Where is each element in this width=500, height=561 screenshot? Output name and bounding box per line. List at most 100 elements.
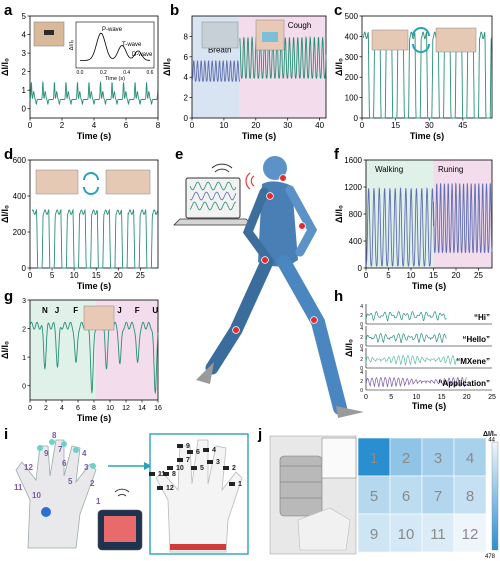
finger-number: 4 bbox=[82, 449, 87, 458]
inset-x-tick: 0.0 bbox=[77, 70, 84, 76]
x-axis-label: Time (s) bbox=[77, 413, 111, 423]
head bbox=[263, 156, 287, 180]
chart-a: 0 2 4 6 8 0 1 2 3 4 5 Time (s) ΔI/I₀ P-wave T-wave D-wa… bbox=[0, 12, 161, 141]
glove-sensor bbox=[157, 486, 163, 490]
throat-photo bbox=[83, 305, 115, 331]
cycle-arrows-icon bbox=[83, 172, 99, 195]
glove-sensor bbox=[167, 466, 173, 470]
x-tick-label: 25 bbox=[474, 271, 483, 280]
d-wave-label: D-wave bbox=[132, 52, 153, 58]
y-tick-label: 0 bbox=[22, 384, 26, 391]
y-tick-label: 0 bbox=[22, 105, 27, 114]
fingertip-sensor bbox=[90, 463, 96, 469]
y-tick-label: 6 bbox=[184, 53, 189, 62]
panel-letter-g: g bbox=[4, 288, 14, 305]
speech-waveform bbox=[29, 321, 159, 395]
letter-label: U bbox=[152, 306, 158, 315]
wrist-flat-photo bbox=[35, 169, 79, 195]
cell-number: 12 bbox=[462, 526, 479, 543]
x-tick-label: 10 bbox=[106, 405, 114, 412]
inset-x-tick: 0.4 bbox=[123, 70, 130, 76]
finger-number: 9 bbox=[44, 449, 49, 458]
heatmap-cell bbox=[357, 437, 391, 477]
x-tick-label: 0 bbox=[360, 121, 365, 130]
y-axis-label: ΔI/I₀ bbox=[0, 205, 10, 223]
finger-straight-photo bbox=[371, 29, 409, 51]
series-line bbox=[365, 187, 434, 267]
inset-frame bbox=[75, 21, 155, 69]
glove-number: 1 bbox=[238, 481, 242, 488]
chart-c: 0 15 30 45 0 100 200 300 400 500 Time (s) ΔI/I₀ bbox=[334, 12, 493, 141]
finger-number: 8 bbox=[52, 431, 57, 440]
y-tick-label: 2 bbox=[360, 313, 363, 319]
robot-hand bbox=[15, 439, 97, 549]
y-tick-label: 3 bbox=[22, 298, 26, 305]
sensor-dot bbox=[266, 192, 274, 200]
series-line bbox=[31, 208, 159, 269]
x-axis-label: Time (s) bbox=[410, 131, 444, 141]
y-tick-label: 3 bbox=[22, 49, 27, 58]
y-tick-label: 600 bbox=[13, 156, 27, 165]
glove-sensor bbox=[223, 466, 229, 470]
fingertip-sensor bbox=[37, 445, 43, 451]
glove-number: 10 bbox=[176, 465, 184, 472]
x-tick-label: 25 bbox=[136, 271, 145, 280]
glove-number: 4 bbox=[212, 447, 216, 454]
weight-stack bbox=[279, 455, 323, 517]
laptop-waveform bbox=[189, 201, 237, 211]
chart-b: 0 10 20 30 40 0 2 4 6 8 Time (s) ΔI/I₀ Breath Cough bbox=[162, 15, 327, 141]
finger-number: 10 bbox=[32, 491, 41, 500]
panel-letter-d: d bbox=[4, 146, 14, 163]
word-label: “MXene” bbox=[456, 357, 490, 366]
glove-cuff bbox=[170, 544, 226, 550]
glove-sensor bbox=[203, 448, 209, 452]
x-tick-label: 2 bbox=[60, 121, 65, 130]
panel-letter-i: i bbox=[4, 426, 9, 443]
cell-number: 10 bbox=[398, 526, 415, 543]
walking-label: Walking bbox=[375, 165, 403, 174]
wireless-icon bbox=[114, 488, 130, 497]
x-axis-label: Time (s) bbox=[77, 281, 111, 291]
finger-number: 1 bbox=[96, 497, 101, 506]
cell-number: 3 bbox=[434, 450, 442, 467]
y-tick-label: 4 bbox=[184, 73, 189, 82]
heatmap-cell bbox=[453, 475, 487, 515]
finger-number: 3 bbox=[84, 463, 89, 472]
y-tick-label: 400 bbox=[349, 237, 363, 246]
x-tick-label: 6 bbox=[124, 121, 129, 130]
laptop-base bbox=[173, 218, 253, 226]
front-shoe bbox=[336, 406, 364, 418]
y-axis-label: ΔI/I₀ bbox=[0, 58, 10, 76]
panel-letter-c: c bbox=[334, 2, 343, 19]
x-tick-label: 0 bbox=[364, 394, 368, 401]
cell-number: 2 bbox=[402, 450, 410, 467]
glove-sensor bbox=[229, 482, 235, 486]
x-tick-label: 15 bbox=[438, 394, 446, 401]
fingertip-sensor bbox=[73, 447, 79, 453]
sensor-dot bbox=[310, 316, 318, 324]
y-tick-label: 0 bbox=[360, 366, 363, 372]
series-line bbox=[433, 182, 493, 254]
y-axis-label: ΔI/I₀ bbox=[334, 205, 344, 223]
x-tick-label: 0 bbox=[190, 121, 195, 130]
breath-label: Breath bbox=[208, 46, 232, 55]
finger-number: 7 bbox=[58, 445, 63, 454]
heatmap-cell bbox=[421, 513, 455, 553]
cell-number: 8 bbox=[466, 488, 474, 505]
glove-sensor bbox=[149, 472, 155, 476]
y-tick-label: 5 bbox=[22, 12, 27, 21]
heatmap-cell bbox=[421, 437, 455, 477]
x-tick-label: 12 bbox=[122, 405, 130, 412]
x-axis-label: Time (s) bbox=[77, 131, 111, 141]
y-axis-label: ΔI/I₀ bbox=[334, 58, 344, 76]
heatmap-cell bbox=[421, 475, 455, 515]
y-tick-label: 1 bbox=[22, 355, 26, 362]
right-arm bbox=[285, 185, 318, 257]
y-tick-label: 0 bbox=[22, 264, 27, 273]
glove bbox=[155, 439, 243, 553]
x-tick-label: 5 bbox=[50, 271, 55, 280]
y-tick-label: 0 bbox=[184, 114, 189, 123]
x-tick-label: 45 bbox=[458, 121, 467, 130]
y-tick-label: 200 bbox=[345, 73, 359, 82]
